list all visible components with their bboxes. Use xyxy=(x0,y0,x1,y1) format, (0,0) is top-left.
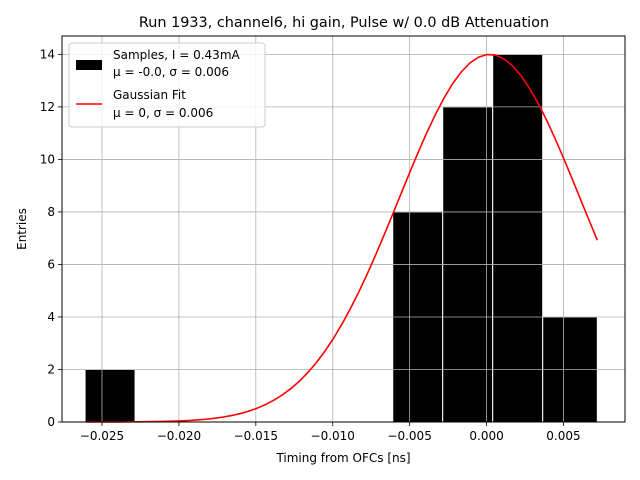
x-tick-label-2: −0.015 xyxy=(234,429,278,443)
legend-box xyxy=(68,42,266,128)
legend-samples-line1: Samples, I = 0.43mA xyxy=(113,48,241,62)
x-tick-label-5: 0.000 xyxy=(469,429,503,443)
chart-title: Run 1933, channel6, hi gain, Pulse w/ 0.… xyxy=(139,15,549,31)
x-tick-label-4: −0.005 xyxy=(387,429,431,443)
histogram-bar-3 xyxy=(492,53,544,423)
x-tick-label-0: −0.025 xyxy=(80,429,124,443)
legend-fit-line1: Gaussian Fit xyxy=(113,88,186,102)
y-axis-label: Entries xyxy=(15,208,29,250)
plot-area xyxy=(61,35,626,423)
histogram-bar-0 xyxy=(84,368,136,423)
y-tick-label-0: 0 xyxy=(47,415,55,429)
x-tick-label-1: −0.020 xyxy=(157,429,201,443)
y-tick-label-1: 2 xyxy=(47,362,55,376)
y-tick-label-5: 10 xyxy=(40,152,55,166)
legend-samples-line2: μ = -0.0, σ = 0.006 xyxy=(113,65,229,79)
y-tick-label-6: 12 xyxy=(40,100,55,114)
y-tick-label-7: 14 xyxy=(40,47,55,61)
gaussian-fit xyxy=(86,53,599,423)
legend: Samples, I = 0.43mA μ = -0.0, σ = 0.006 … xyxy=(68,42,266,128)
legend-swatch-samples xyxy=(76,60,102,70)
y-tick-label-4: 8 xyxy=(47,205,55,219)
x-axis-ticks: −0.025 −0.020 −0.015 −0.010 −0.005 0.000 0.005 xyxy=(80,422,581,443)
x-tick-label-6: 0.005 xyxy=(546,429,580,443)
legend-fit-line2: μ = 0, σ = 0.006 xyxy=(113,106,213,120)
y-tick-label-2: 4 xyxy=(47,310,55,324)
gaussian-fit-line xyxy=(86,53,599,423)
y-tick-label-3: 6 xyxy=(47,257,55,271)
axes-frame xyxy=(61,35,626,423)
x-tick-label-3: −0.010 xyxy=(311,429,355,443)
y-axis-ticks: 0 2 4 6 8 10 12 14 xyxy=(40,47,62,429)
x-axis-label: Timing from OFCs [ns] xyxy=(275,451,410,465)
